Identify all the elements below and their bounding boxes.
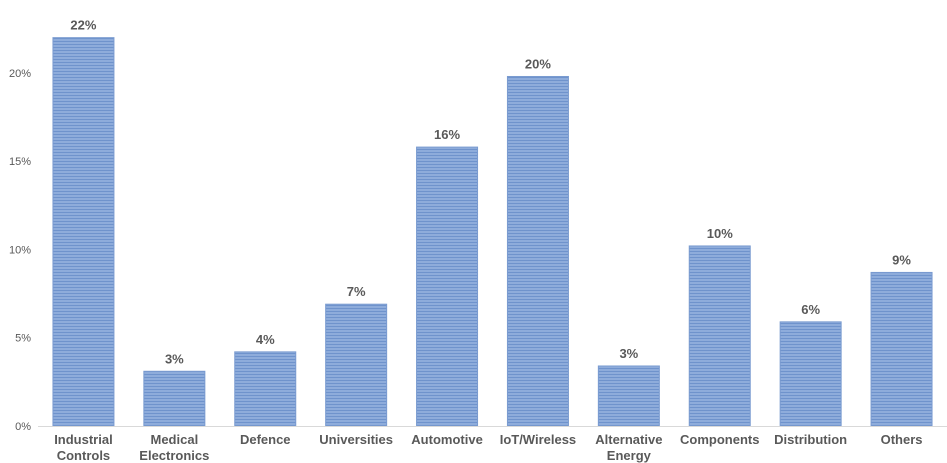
x-tick-label: Industrial Controls xyxy=(54,432,113,463)
data-label: 16% xyxy=(434,127,460,142)
y-tick-label: 10% xyxy=(9,244,31,256)
x-tick-label: Medical Electronics xyxy=(139,432,209,463)
data-label: 9% xyxy=(892,252,911,267)
data-label: 3% xyxy=(165,351,184,366)
x-tick-label: Components xyxy=(680,432,759,447)
data-label: 20% xyxy=(525,56,551,71)
bar xyxy=(779,321,842,427)
data-label: 6% xyxy=(801,302,820,317)
x-tick-label: Alternative Energy xyxy=(595,432,662,463)
y-tick-label: 5% xyxy=(15,333,31,345)
bars xyxy=(52,37,933,427)
x-tick-label: Distribution xyxy=(774,432,847,447)
bar xyxy=(234,351,297,427)
bar xyxy=(416,146,479,427)
data-label: 10% xyxy=(707,226,733,241)
y-tick-label: 0% xyxy=(15,421,31,433)
y-tick-label: 15% xyxy=(9,156,31,168)
x-tick-label: Others xyxy=(881,432,923,447)
bar xyxy=(52,37,115,427)
bar xyxy=(688,245,751,427)
y-tick-label: 20% xyxy=(9,68,31,80)
category-labels: Industrial Controls Medical Electronics Defe… xyxy=(54,432,922,463)
bar xyxy=(870,271,933,427)
data-labels: 22% 3% 4% 7% 16% 20% 3% 10% 6% 9% xyxy=(70,18,911,367)
x-tick-label: Universities xyxy=(319,432,393,447)
data-label: 7% xyxy=(347,284,366,299)
x-tick-label: Automotive xyxy=(411,432,483,447)
bar xyxy=(597,365,660,427)
x-tick-label: Defence xyxy=(240,432,291,447)
x-tick-label: IoT/Wireless xyxy=(500,432,576,447)
bar xyxy=(506,75,569,427)
bar xyxy=(325,303,388,427)
data-label: 4% xyxy=(256,332,275,347)
data-label: 3% xyxy=(619,346,638,361)
y-axis-tick-labels: 0% 5% 10% 15% 20% xyxy=(9,68,31,433)
data-label: 22% xyxy=(70,18,96,33)
bar xyxy=(143,370,206,427)
